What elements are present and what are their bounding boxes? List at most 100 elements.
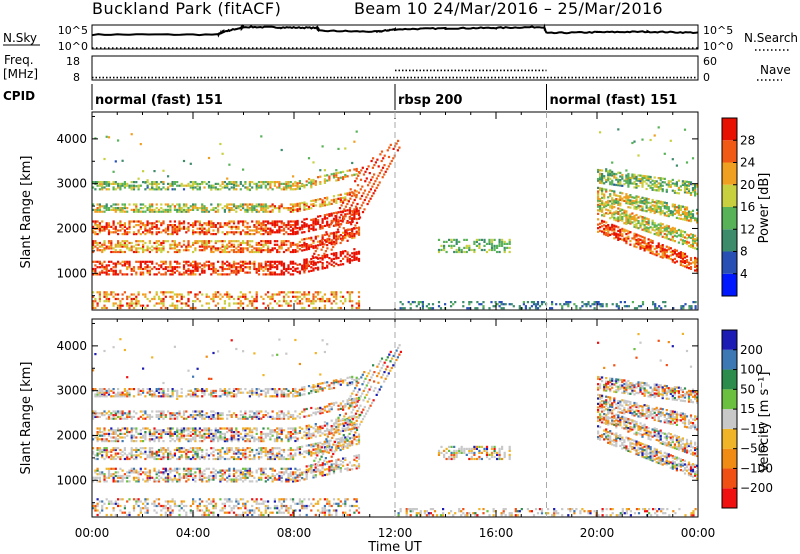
heatmap-cell	[661, 177, 664, 180]
heatmap-cell	[253, 267, 256, 271]
heatmap-cell	[119, 415, 122, 418]
heatmap-cell	[164, 393, 167, 396]
heatmap-cell	[226, 222, 229, 225]
heatmap-cell	[337, 219, 340, 222]
heatmap-cell	[637, 154, 640, 157]
heatmap-cell	[353, 248, 356, 251]
heatmap-cell	[128, 266, 131, 269]
heatmap-cell	[255, 250, 258, 254]
heatmap-cell	[280, 304, 283, 307]
heatmap-cell	[417, 303, 420, 306]
heatmap-cell	[182, 159, 186, 163]
heatmap-cell	[488, 248, 491, 252]
heatmap-cell	[160, 415, 163, 418]
heatmap-cell	[673, 209, 676, 212]
heatmap-cell	[148, 447, 151, 450]
heatmap-cell	[94, 208, 97, 211]
heatmap-cell	[251, 245, 254, 248]
heatmap-cell	[326, 264, 329, 267]
heatmap-cell	[128, 260, 131, 263]
heatmap-cell	[599, 172, 602, 175]
heatmap-cell	[176, 260, 179, 263]
heatmap-cell	[647, 227, 650, 230]
heatmap-cell	[98, 447, 101, 450]
heatmap-cell	[130, 440, 133, 443]
heatmap-cell	[132, 233, 136, 236]
heatmap-cell	[322, 245, 325, 249]
heatmap-cell	[235, 262, 238, 265]
heatmap-cell	[192, 182, 195, 185]
heatmap-cell	[98, 182, 101, 185]
heatmap-cell	[239, 203, 242, 206]
heatmap-cell	[178, 436, 181, 439]
heatmap-cell	[679, 253, 682, 256]
heatmap-cell	[453, 250, 456, 254]
heatmap-cell	[615, 198, 618, 201]
heatmap-cell	[294, 300, 297, 303]
heatmap-cell	[130, 304, 133, 307]
heatmap-cell	[137, 291, 140, 294]
heatmap-cell	[639, 174, 642, 177]
heatmap-cell	[146, 264, 149, 267]
heatmap-cell	[262, 249, 265, 252]
heatmap-cell	[503, 248, 506, 252]
heatmap-cell	[264, 184, 267, 187]
heatmap-cell	[312, 300, 315, 303]
heatmap-cell	[353, 257, 356, 260]
heatmap-cell	[534, 303, 538, 306]
colorbar-segment	[722, 118, 737, 141]
heatmap-cell	[289, 208, 292, 211]
heatmap-cell	[119, 184, 122, 187]
heatmap-cell	[207, 181, 211, 184]
heatmap-cell	[164, 229, 167, 232]
heatmap-cell	[153, 480, 156, 483]
heatmap-cell	[246, 210, 249, 213]
heatmap-cell	[321, 295, 324, 298]
heatmap-cell	[312, 264, 315, 267]
heatmap-cell	[330, 202, 333, 205]
heatmap-cell	[178, 429, 181, 432]
heatmap-cell	[335, 236, 338, 239]
heatmap-cell	[278, 208, 281, 211]
heatmap-cell	[273, 293, 276, 296]
heatmap-cell	[671, 158, 674, 161]
heatmap-cell	[167, 476, 170, 479]
heatmap-cell	[328, 203, 331, 206]
heatmap-cell	[314, 223, 317, 226]
heatmap-cell	[292, 266, 295, 269]
heatmap-cell	[164, 511, 167, 514]
heatmap-cell	[101, 448, 104, 452]
heatmap-cell	[135, 480, 138, 483]
heatmap-cell	[117, 243, 120, 246]
heatmap-cell	[114, 262, 117, 265]
heatmap-cell	[248, 302, 251, 305]
heatmap-cell	[669, 185, 672, 188]
heatmap-cell	[374, 161, 377, 164]
heatmap-cell	[637, 204, 640, 207]
heatmap-cell	[142, 502, 145, 505]
heatmap-cell	[210, 297, 213, 301]
heatmap-cell	[182, 436, 186, 439]
heatmap-cell	[609, 228, 612, 231]
heatmap-cell	[94, 240, 97, 243]
heatmap-cell	[96, 476, 99, 479]
heatmap-cell	[654, 303, 657, 306]
heatmap-cell	[342, 215, 345, 218]
heatmap-cell	[320, 248, 323, 251]
heatmap-cell	[119, 306, 122, 310]
heatmap-cell	[169, 414, 172, 417]
heatmap-cell	[214, 210, 217, 213]
heatmap-cell	[178, 414, 181, 417]
heatmap-cell	[126, 471, 129, 474]
heatmap-cell	[155, 245, 158, 248]
heatmap-cell	[301, 224, 304, 227]
heatmap-cell	[135, 302, 138, 305]
heatmap-cell	[232, 220, 236, 223]
heatmap-cell	[92, 203, 95, 206]
heatmap-cell	[657, 207, 660, 210]
heatmap-cell	[264, 240, 267, 243]
heatmap-cell	[463, 250, 466, 254]
heatmap-cell	[160, 431, 163, 434]
heatmap-cell	[180, 502, 183, 505]
heatmap-cell	[501, 238, 504, 241]
